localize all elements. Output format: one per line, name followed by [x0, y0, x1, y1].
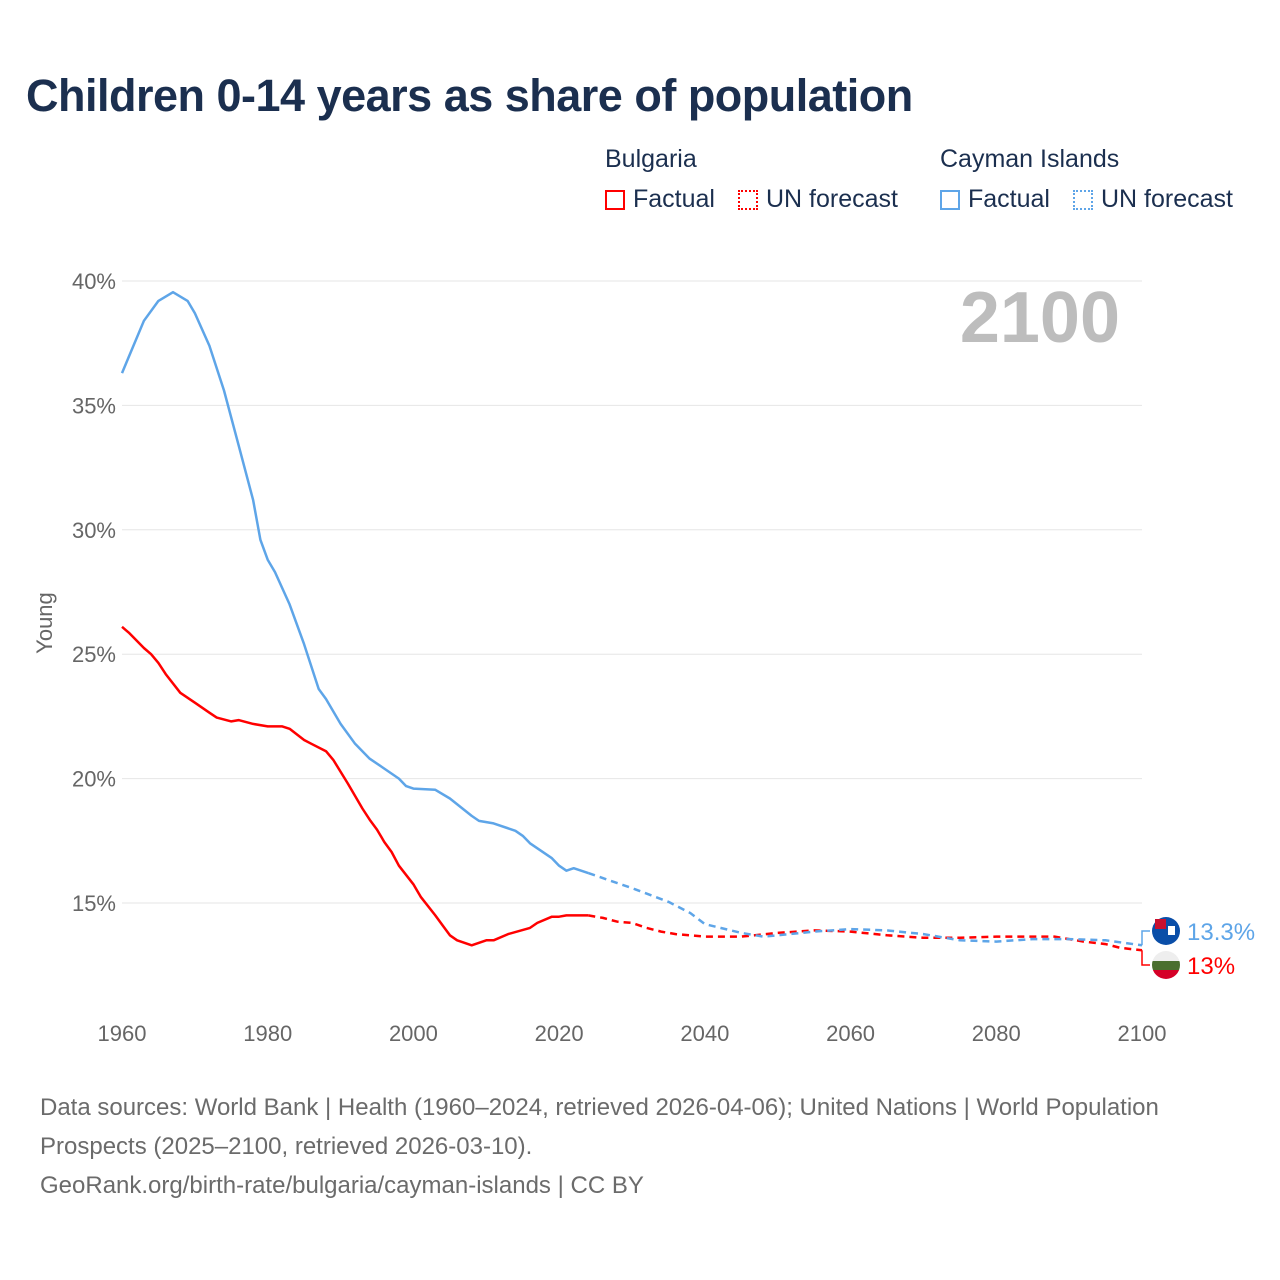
- y-axis-label: Young: [32, 592, 57, 654]
- source-link[interactable]: GeoRank.org/birth-rate/bulgaria/cayman-i…: [40, 1172, 644, 1199]
- legend-cayman-heading: Cayman Islands: [940, 145, 1120, 173]
- legend-label: Factual: [633, 185, 715, 213]
- year-watermark: 2100: [960, 278, 1120, 358]
- end-connector: [1141, 930, 1150, 946]
- x-tick-label: 1960: [98, 1021, 147, 1046]
- legend-label: UN forecast: [766, 185, 898, 213]
- legend-label: UN forecast: [1101, 185, 1233, 213]
- flag-canton: [1155, 919, 1166, 929]
- series-line-factual-0: [121, 625, 589, 947]
- legend-label: Factual: [968, 185, 1050, 213]
- cayman-flag-icon: [1152, 917, 1180, 945]
- flag-red: [1152, 970, 1180, 979]
- footer: Data sources: World Bank | Health (1960–…: [40, 1088, 1220, 1205]
- legend-cayman-factual[interactable]: Factual: [940, 185, 1050, 214]
- y-tick-label: 25%: [72, 642, 116, 667]
- x-tick-label: 2040: [680, 1021, 729, 1046]
- legend-bulgaria-forecast[interactable]: UN forecast: [738, 185, 898, 214]
- chart-title: Children 0-14 years as share of populati…: [26, 70, 913, 121]
- y-tick-label: 35%: [72, 393, 116, 418]
- x-tick-label: 2020: [535, 1021, 584, 1046]
- end-value-label: 13.3%: [1187, 919, 1255, 946]
- data-sources: Data sources: World Bank | Health (1960–…: [40, 1094, 1159, 1160]
- series-line-factual-1: [120, 290, 589, 875]
- legend-swatch-dotted: [738, 189, 758, 210]
- legend-cayman-forecast[interactable]: UN forecast: [1073, 185, 1233, 214]
- legend-swatch-solid: [605, 189, 625, 210]
- legend-bulgaria-factual[interactable]: Factual: [605, 185, 715, 214]
- x-tick-label: 1980: [243, 1021, 292, 1046]
- flag-stripes: [1152, 951, 1180, 979]
- legend-swatch-solid: [940, 189, 960, 210]
- flag-white: [1152, 951, 1180, 961]
- legend-bulgaria-heading: Bulgaria: [605, 145, 697, 173]
- y-tick-label: 40%: [72, 269, 116, 294]
- x-tick-label: 2060: [826, 1021, 875, 1046]
- x-tick-label: 2100: [1118, 1021, 1167, 1046]
- y-tick-label: 15%: [72, 891, 116, 916]
- bulgaria-flag-icon: [1152, 951, 1180, 979]
- x-tick-label: 2080: [972, 1021, 1021, 1046]
- legend-swatch-dotted: [1073, 189, 1093, 210]
- flag-green: [1152, 961, 1180, 970]
- end-connector: [1141, 950, 1150, 966]
- flag-shield: [1168, 926, 1175, 935]
- y-tick-label: 20%: [72, 767, 116, 792]
- series-line-forecast-0: [588, 914, 1143, 952]
- y-tick-label: 30%: [72, 518, 116, 543]
- x-tick-label: 2000: [389, 1021, 438, 1046]
- series-line-forecast-1: [587, 871, 1143, 947]
- end-value-label: 13%: [1187, 953, 1235, 980]
